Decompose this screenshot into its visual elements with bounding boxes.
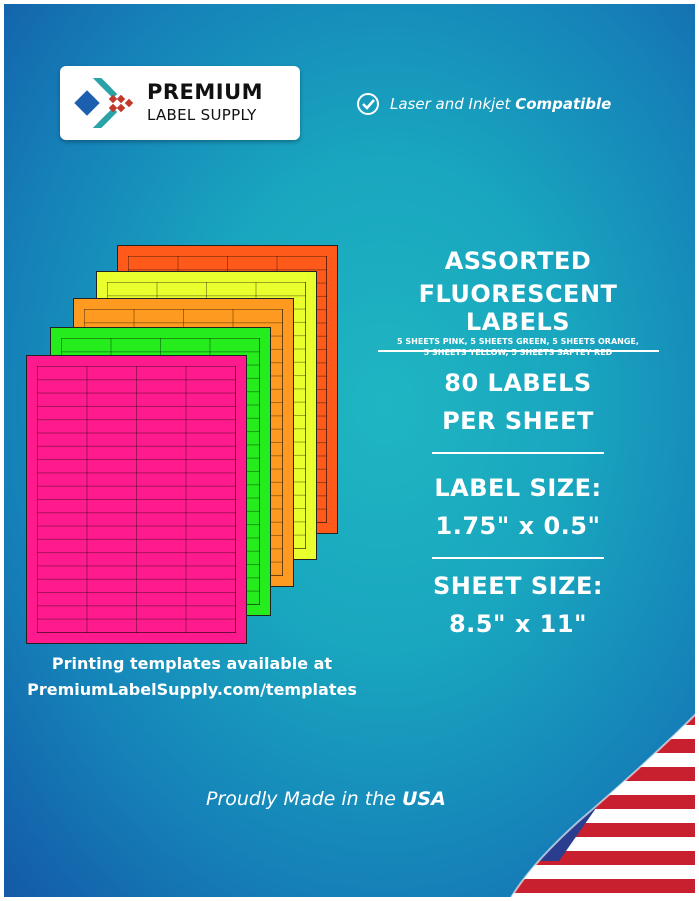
per-line1: 80 LABELS — [444, 369, 592, 397]
title-line1: ASSORTED — [444, 247, 592, 275]
sheet-pink — [26, 355, 247, 644]
title-line2: FLUORESCENT LABELS — [418, 280, 618, 336]
compatibility-note: Laser and Inkjet Compatible — [356, 92, 611, 116]
sheet-size-value: 8.5" x 11" — [448, 610, 588, 638]
usa-text: Proudly Made in the — [206, 788, 402, 810]
brand-logo: PREMIUM LABEL SUPPLY — [60, 66, 300, 140]
subtitle-line1: 5 SHEETS PINK, 5 SHEETS GREEN, 5 SHEETS … — [397, 337, 639, 346]
product-title: ASSORTED FLUORESCENT LABELS 5 SHEETS PIN… — [370, 242, 666, 358]
sheet-size-heading: SHEET SIZE: — [433, 572, 603, 600]
brand-name: PREMIUM — [147, 80, 264, 104]
per-line2: PER SHEET — [442, 407, 594, 435]
divider — [432, 557, 604, 559]
labels-per-sheet: 80 LABELS PER SHEET — [370, 364, 666, 440]
templates-note: Printing templates available at PremiumL… — [0, 651, 384, 703]
compat-text: Laser and Inkjet — [390, 95, 516, 113]
label-size-value: 1.75" x 0.5" — [435, 512, 601, 540]
label-size-heading: LABEL SIZE: — [434, 474, 602, 502]
divider — [378, 350, 659, 352]
compat-bold: Compatible — [515, 95, 612, 113]
templates-link[interactable]: PremiumLabelSupply.com/templates — [27, 680, 357, 699]
logo-mark-icon — [74, 78, 134, 128]
templates-line1: Printing templates available at — [51, 654, 333, 673]
subtitle-line2: 5 SHEETS YELLOW, 5 SHEETS SAFTEY RED — [423, 348, 613, 357]
sheet-size: SHEET SIZE: 8.5" x 11" — [370, 567, 666, 643]
check-circle-icon — [357, 93, 379, 115]
made-in-usa: Proudly Made in the USA — [206, 788, 446, 810]
us-flag-curl-icon — [508, 710, 699, 901]
divider — [432, 452, 604, 454]
usa-bold: USA — [401, 788, 446, 810]
label-size: LABEL SIZE: 1.75" x 0.5" — [370, 469, 666, 545]
brand-subname: LABEL SUPPLY — [147, 106, 257, 124]
